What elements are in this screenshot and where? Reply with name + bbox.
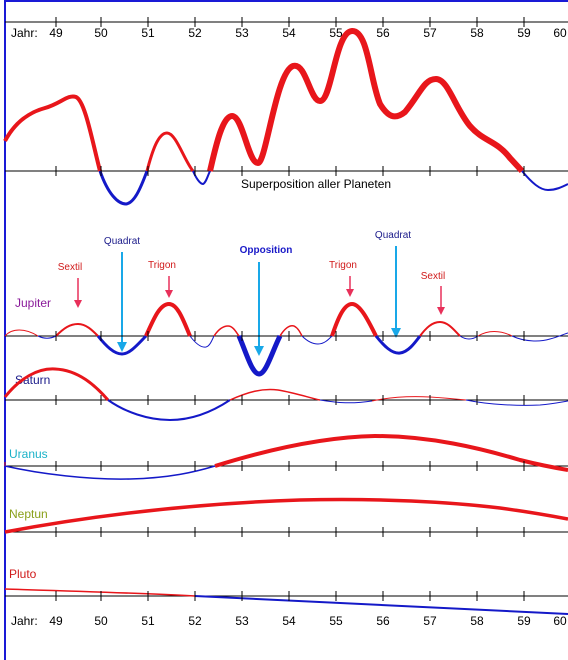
top-year-label: 55	[329, 26, 343, 40]
jupiter-curve-positive	[55, 322, 99, 337]
uranus-curve-positive	[214, 433, 568, 472]
saturn-curve-positive	[229, 388, 321, 401]
saturn-curve-negative	[107, 399, 231, 422]
top-year-axis: Jahr: 49 50 51 52 53 54 55 56 57 58 59 6…	[5, 21, 568, 40]
top-year-label: 53	[235, 26, 249, 40]
diagram-border	[4, 0, 568, 660]
jupiter-curve-negative	[459, 335, 479, 340]
superposition-curve-positive	[145, 131, 195, 172]
bottom-year-axis: Jahr: 49 50 51 52 53 54 55 56 57 58 59 6…	[11, 614, 567, 628]
planet-label-neptun: Neptun	[9, 507, 48, 521]
superposition-curve-negative	[192, 170, 211, 186]
saturn-curve-positive	[3, 367, 110, 401]
top-year-label: 54	[282, 26, 296, 40]
arrowhead	[391, 328, 401, 338]
bottom-year-label: 57	[423, 614, 437, 628]
top-year-label: 59	[517, 26, 531, 40]
jupiter-curve	[4, 301, 568, 377]
superposition-curve-positive	[207, 28, 525, 174]
superposition-curve	[3, 28, 568, 206]
planet-label-uranus: Uranus	[9, 447, 48, 461]
top-year-label: 50	[94, 26, 108, 40]
planet-label-saturn: Saturn	[15, 373, 50, 387]
jupiter-curve-positive	[279, 325, 303, 337]
jupiter-curve-negative	[96, 334, 148, 356]
jupiter-curve-negative	[301, 335, 333, 345]
arrowhead	[117, 342, 127, 352]
aspect-label-trigon: Trigon	[329, 260, 357, 271]
bottom-axis-ticks	[55, 591, 525, 601]
superposition-curve-negative	[521, 170, 568, 192]
neptun-curve	[4, 497, 568, 534]
top-year-label: 51	[141, 26, 155, 40]
jupiter-curve-positive	[477, 331, 513, 337]
top-axis-prefix: Jahr:	[11, 26, 38, 40]
aspect-label-quadrat: Quadrat	[375, 230, 411, 241]
aspect-label-sextil: Sextil	[421, 271, 445, 282]
aspect-label-trigon: Trigon	[148, 260, 176, 271]
bottom-year-label: 53	[235, 614, 249, 628]
jupiter-curve-negative	[37, 335, 57, 339]
saturn-curve-negative	[319, 399, 373, 404]
top-year-label: 58	[470, 26, 484, 40]
bottom-axis-prefix: Jahr:	[11, 614, 38, 628]
uranus-ticks	[55, 461, 525, 471]
aspect-label-quadrat: Quadrat	[104, 236, 140, 247]
top-year-label: 49	[49, 26, 63, 40]
saturn-curve-negative	[465, 399, 568, 406]
pluto-curve	[4, 588, 568, 615]
superposition-curve-positive	[3, 94, 102, 172]
neptun-ticks	[55, 527, 525, 537]
arrowhead	[254, 346, 264, 356]
top-year-label: 60	[553, 26, 567, 40]
uranus-curve	[4, 433, 568, 480]
bottom-year-label: 56	[376, 614, 390, 628]
saturn-curve	[3, 367, 568, 422]
bottom-year-label: 55	[329, 614, 343, 628]
bottom-year-label: 50	[94, 614, 108, 628]
top-year-label: 52	[188, 26, 202, 40]
jupiter-curve-negative	[511, 332, 568, 342]
bottom-year-label: 51	[141, 614, 155, 628]
bottom-year-label: 52	[188, 614, 202, 628]
top-axis-ticks	[55, 17, 525, 27]
planet-label-jupiter: Jupiter	[15, 296, 51, 310]
bottom-year-label: 60	[553, 614, 567, 628]
jupiter-ticks	[55, 331, 525, 341]
jupiter-curve-negative	[189, 335, 215, 348]
planet-label-pluto: Pluto	[9, 567, 37, 581]
arrowhead	[346, 289, 354, 297]
jupiter-curve-positive	[4, 329, 39, 337]
jupiter-curve-negative	[236, 334, 283, 377]
arrowhead	[165, 290, 173, 298]
jupiter-curve-positive	[144, 301, 192, 337]
jupiter-curve-positive	[213, 325, 240, 337]
bottom-year-label: 58	[470, 614, 484, 628]
arrowhead	[74, 300, 82, 308]
pluto-curve-negative	[194, 595, 568, 615]
pluto-curve-positive	[4, 588, 196, 597]
superposition-ticks	[55, 166, 525, 176]
bottom-year-label: 59	[517, 614, 531, 628]
aspect-label-sextil: Sextil	[58, 262, 82, 273]
top-year-label: 56	[376, 26, 390, 40]
aspect-annotations: Sextil Quadrat Trigon Opposition Trigon …	[58, 230, 445, 356]
aspect-label-opposition: Opposition	[240, 245, 293, 256]
neptun-curve-positive	[4, 497, 568, 534]
superposition-curve-negative	[98, 170, 149, 206]
arrowhead	[437, 307, 445, 315]
top-year-label: 57	[423, 26, 437, 40]
uranus-curve-negative	[4, 465, 216, 480]
jupiter-curve-positive	[330, 301, 378, 337]
saturn-ticks	[55, 395, 525, 405]
bottom-year-label: 54	[282, 614, 296, 628]
bottom-year-label: 49	[49, 614, 63, 628]
jupiter-curve-positive	[419, 320, 461, 337]
superposition-label: Superposition aller Planeten	[241, 177, 391, 191]
jupiter-curve-negative	[374, 335, 422, 355]
